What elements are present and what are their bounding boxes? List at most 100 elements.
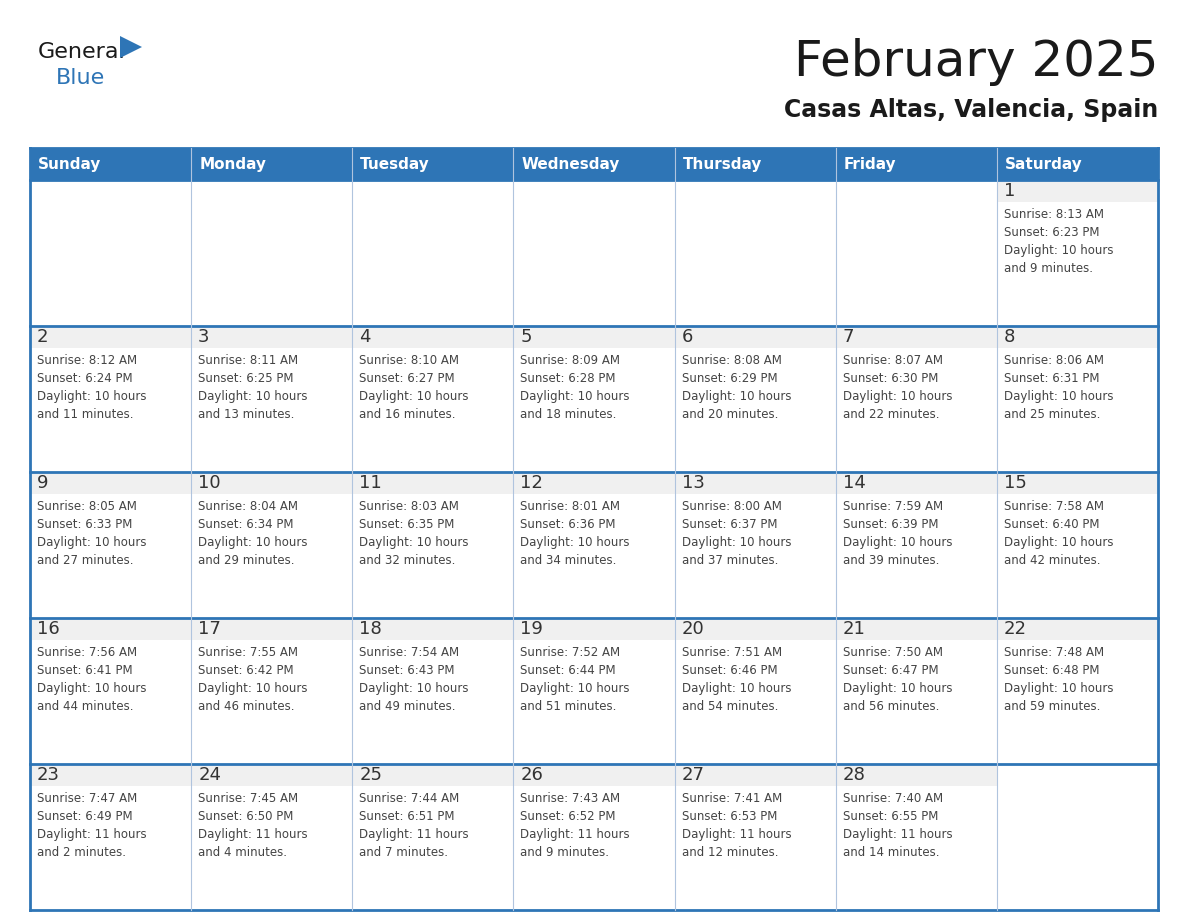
Bar (835, 764, 997, 910)
Bar (191, 764, 353, 786)
Bar (30, 326, 191, 348)
Text: 11: 11 (359, 474, 383, 492)
Text: 7: 7 (842, 328, 854, 346)
Bar (835, 472, 997, 494)
Bar (191, 148, 353, 180)
Bar (353, 148, 513, 180)
Bar (353, 764, 513, 910)
Bar (675, 472, 835, 618)
Bar (997, 180, 1158, 202)
Text: 12: 12 (520, 474, 543, 492)
Bar (675, 326, 835, 472)
Text: Casas Altas, Valencia, Spain: Casas Altas, Valencia, Spain (784, 98, 1158, 122)
Text: 21: 21 (842, 620, 866, 638)
Bar (191, 618, 353, 640)
Text: Sunrise: 8:10 AM
Sunset: 6:27 PM
Daylight: 10 hours
and 16 minutes.: Sunrise: 8:10 AM Sunset: 6:27 PM Dayligh… (359, 354, 469, 421)
Bar (191, 472, 353, 618)
Text: 19: 19 (520, 620, 543, 638)
Bar (513, 326, 675, 472)
Bar (191, 472, 353, 494)
Bar (191, 180, 353, 326)
Bar (997, 472, 1158, 494)
Bar (353, 618, 513, 764)
Text: Sunrise: 7:58 AM
Sunset: 6:40 PM
Daylight: 10 hours
and 42 minutes.: Sunrise: 7:58 AM Sunset: 6:40 PM Dayligh… (1004, 500, 1113, 567)
Bar (513, 618, 675, 764)
Bar (997, 326, 1158, 348)
Text: 23: 23 (37, 766, 61, 784)
Bar (513, 618, 675, 640)
Text: 24: 24 (198, 766, 221, 784)
Bar (675, 764, 835, 786)
Bar (191, 618, 353, 764)
Text: 1: 1 (1004, 182, 1016, 200)
Text: Sunrise: 7:55 AM
Sunset: 6:42 PM
Daylight: 10 hours
and 46 minutes.: Sunrise: 7:55 AM Sunset: 6:42 PM Dayligh… (198, 646, 308, 713)
Bar (997, 764, 1158, 910)
Text: 16: 16 (37, 620, 59, 638)
Text: Sunrise: 7:45 AM
Sunset: 6:50 PM
Daylight: 11 hours
and 4 minutes.: Sunrise: 7:45 AM Sunset: 6:50 PM Dayligh… (198, 792, 308, 859)
Bar (30, 618, 191, 640)
Bar (997, 148, 1158, 180)
Text: Saturday: Saturday (1005, 156, 1082, 172)
Text: Sunrise: 7:54 AM
Sunset: 6:43 PM
Daylight: 10 hours
and 49 minutes.: Sunrise: 7:54 AM Sunset: 6:43 PM Dayligh… (359, 646, 469, 713)
Bar (675, 148, 835, 180)
Bar (513, 472, 675, 618)
Bar (675, 326, 835, 348)
Bar (353, 764, 513, 786)
Text: Sunrise: 8:11 AM
Sunset: 6:25 PM
Daylight: 10 hours
and 13 minutes.: Sunrise: 8:11 AM Sunset: 6:25 PM Dayligh… (198, 354, 308, 421)
Text: Sunrise: 8:13 AM
Sunset: 6:23 PM
Daylight: 10 hours
and 9 minutes.: Sunrise: 8:13 AM Sunset: 6:23 PM Dayligh… (1004, 208, 1113, 275)
Text: Sunrise: 7:43 AM
Sunset: 6:52 PM
Daylight: 11 hours
and 9 minutes.: Sunrise: 7:43 AM Sunset: 6:52 PM Dayligh… (520, 792, 630, 859)
Text: 22: 22 (1004, 620, 1026, 638)
Bar (997, 618, 1158, 764)
Text: Sunrise: 8:07 AM
Sunset: 6:30 PM
Daylight: 10 hours
and 22 minutes.: Sunrise: 8:07 AM Sunset: 6:30 PM Dayligh… (842, 354, 953, 421)
Bar (353, 326, 513, 348)
Bar (835, 148, 997, 180)
Bar (513, 326, 675, 348)
Bar (997, 472, 1158, 618)
Bar (513, 764, 675, 910)
Text: 25: 25 (359, 766, 383, 784)
Text: Sunrise: 8:06 AM
Sunset: 6:31 PM
Daylight: 10 hours
and 25 minutes.: Sunrise: 8:06 AM Sunset: 6:31 PM Dayligh… (1004, 354, 1113, 421)
Text: Sunrise: 8:00 AM
Sunset: 6:37 PM
Daylight: 10 hours
and 37 minutes.: Sunrise: 8:00 AM Sunset: 6:37 PM Dayligh… (682, 500, 791, 567)
Bar (30, 764, 191, 910)
Bar (835, 180, 997, 326)
Text: 17: 17 (198, 620, 221, 638)
Bar (675, 764, 835, 910)
Bar (513, 472, 675, 494)
Bar (997, 180, 1158, 326)
Text: Sunrise: 8:12 AM
Sunset: 6:24 PM
Daylight: 10 hours
and 11 minutes.: Sunrise: 8:12 AM Sunset: 6:24 PM Dayligh… (37, 354, 146, 421)
Bar (513, 180, 675, 326)
Text: Sunrise: 8:05 AM
Sunset: 6:33 PM
Daylight: 10 hours
and 27 minutes.: Sunrise: 8:05 AM Sunset: 6:33 PM Dayligh… (37, 500, 146, 567)
Text: Sunrise: 7:41 AM
Sunset: 6:53 PM
Daylight: 11 hours
and 12 minutes.: Sunrise: 7:41 AM Sunset: 6:53 PM Dayligh… (682, 792, 791, 859)
Bar (30, 472, 191, 618)
Text: Wednesday: Wednesday (522, 156, 620, 172)
Text: 13: 13 (682, 474, 704, 492)
Text: 15: 15 (1004, 474, 1026, 492)
Text: 8: 8 (1004, 328, 1016, 346)
Bar (191, 764, 353, 910)
Bar (30, 326, 191, 472)
Text: Sunrise: 8:08 AM
Sunset: 6:29 PM
Daylight: 10 hours
and 20 minutes.: Sunrise: 8:08 AM Sunset: 6:29 PM Dayligh… (682, 354, 791, 421)
Text: Sunrise: 7:51 AM
Sunset: 6:46 PM
Daylight: 10 hours
and 54 minutes.: Sunrise: 7:51 AM Sunset: 6:46 PM Dayligh… (682, 646, 791, 713)
Text: 3: 3 (198, 328, 209, 346)
Bar (513, 148, 675, 180)
Bar (30, 764, 191, 786)
Text: Sunrise: 8:09 AM
Sunset: 6:28 PM
Daylight: 10 hours
and 18 minutes.: Sunrise: 8:09 AM Sunset: 6:28 PM Dayligh… (520, 354, 630, 421)
Bar (353, 326, 513, 472)
Bar (30, 472, 191, 494)
Text: 10: 10 (198, 474, 221, 492)
Bar (353, 472, 513, 494)
Bar (675, 180, 835, 326)
Bar (835, 472, 997, 618)
Bar (191, 326, 353, 348)
Text: Sunrise: 7:59 AM
Sunset: 6:39 PM
Daylight: 10 hours
and 39 minutes.: Sunrise: 7:59 AM Sunset: 6:39 PM Dayligh… (842, 500, 953, 567)
Text: 28: 28 (842, 766, 866, 784)
Bar (997, 618, 1158, 640)
Text: 6: 6 (682, 328, 693, 346)
Text: February 2025: February 2025 (794, 38, 1158, 86)
Bar (835, 618, 997, 640)
Bar (353, 618, 513, 640)
Text: Monday: Monday (200, 156, 266, 172)
Text: 26: 26 (520, 766, 543, 784)
Text: Sunrise: 7:44 AM
Sunset: 6:51 PM
Daylight: 11 hours
and 7 minutes.: Sunrise: 7:44 AM Sunset: 6:51 PM Dayligh… (359, 792, 469, 859)
Bar (675, 618, 835, 640)
